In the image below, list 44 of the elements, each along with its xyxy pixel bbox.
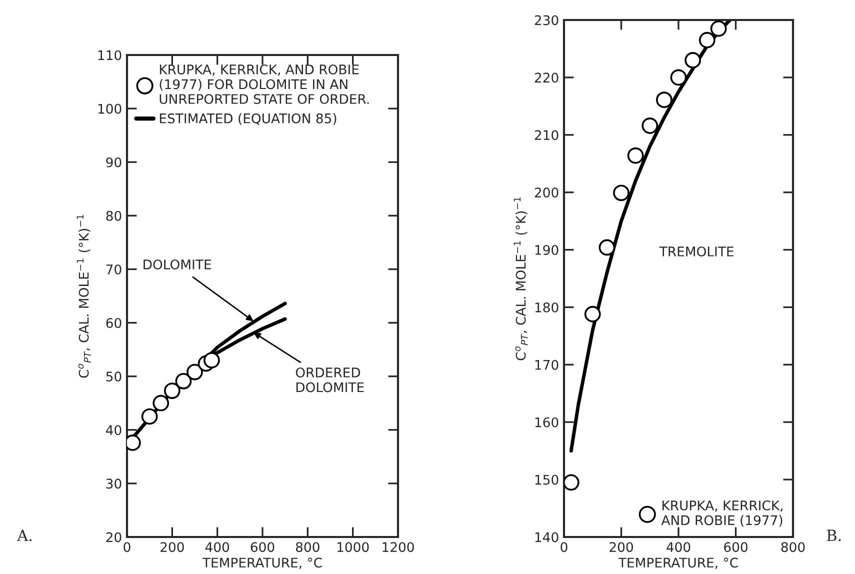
y-tick-label: 160 — [535, 417, 558, 428]
x-tick-label: 200 — [610, 542, 633, 552]
y-axis-title: C$^{o}$$_{PT}$, CAL. MOLE$^{−1}$ (°K)$^{−1}$ — [76, 214, 91, 378]
y-tick-label: 60 — [106, 318, 122, 328]
y-tick-label: 230 — [534, 15, 558, 26]
annotation: TREMOLITE — [659, 246, 734, 256]
x-tick-label: 800 — [781, 542, 805, 552]
x-tick-label: 0 — [124, 542, 130, 552]
y-tick-label: 50 — [106, 372, 122, 382]
x-tick-label: 400 — [666, 542, 690, 552]
legend-label: ESTIMATED (EQUATION 85) — [160, 113, 336, 125]
y-tick-label: 140 — [535, 532, 558, 542]
annotation: DOLOMITE — [144, 259, 211, 270]
text: A. — [17, 530, 32, 542]
x-axis-title: TEMPERATURE, °C — [202, 558, 322, 569]
y-tick-label: 150 — [535, 474, 558, 485]
x-tick-label: 800 — [296, 542, 320, 552]
x-tick-label: 400 — [205, 542, 230, 552]
y-tick-label: 210 — [534, 130, 558, 140]
legend-label: KRUPKA, KERRICK, AND ROBIE (1977) FOR DOLOMITE IN AN UNREPORTED STATE OF ORDER. — [160, 64, 369, 104]
y-tick-label: 190 — [535, 245, 558, 255]
y-tick-label: 90 — [106, 157, 122, 168]
legend-label: KRUPKA, KERRICK, AND ROBIE (1977) — [661, 500, 782, 527]
x-tick-label: 600 — [724, 542, 748, 552]
y-tick-label: 100 — [98, 104, 122, 114]
x-tick-label: 600 — [250, 542, 274, 552]
x-axis-title: TEMPERATURE, °C — [618, 558, 738, 569]
y-tick-label: 80 — [106, 210, 122, 221]
x-tick-label: 0 — [560, 542, 568, 552]
y-tick-label: 220 — [534, 72, 558, 83]
y-tick-label: 30 — [106, 478, 122, 489]
y-tick-label: 180 — [535, 302, 558, 312]
text: B. — [826, 530, 841, 542]
y-tick-label: 200 — [534, 188, 558, 198]
y-axis-title: C$^{o}$$_{PT}$, CAL. MOLE$^{−1}$ (°K)$^{−1}$ — [514, 197, 528, 360]
x-tick-label: 1000 — [337, 542, 369, 552]
y-tick-label: 70 — [106, 264, 122, 274]
y-tick-label: 20 — [106, 532, 122, 542]
x-tick-label: 200 — [160, 542, 184, 552]
y-tick-label: 170 — [535, 360, 558, 370]
y-tick-label: 110 — [98, 50, 122, 60]
x-tick-label: 1200 — [382, 542, 414, 552]
annotation: ORDERED DOLOMITE — [296, 367, 364, 392]
y-tick-label: 40 — [106, 425, 122, 436]
